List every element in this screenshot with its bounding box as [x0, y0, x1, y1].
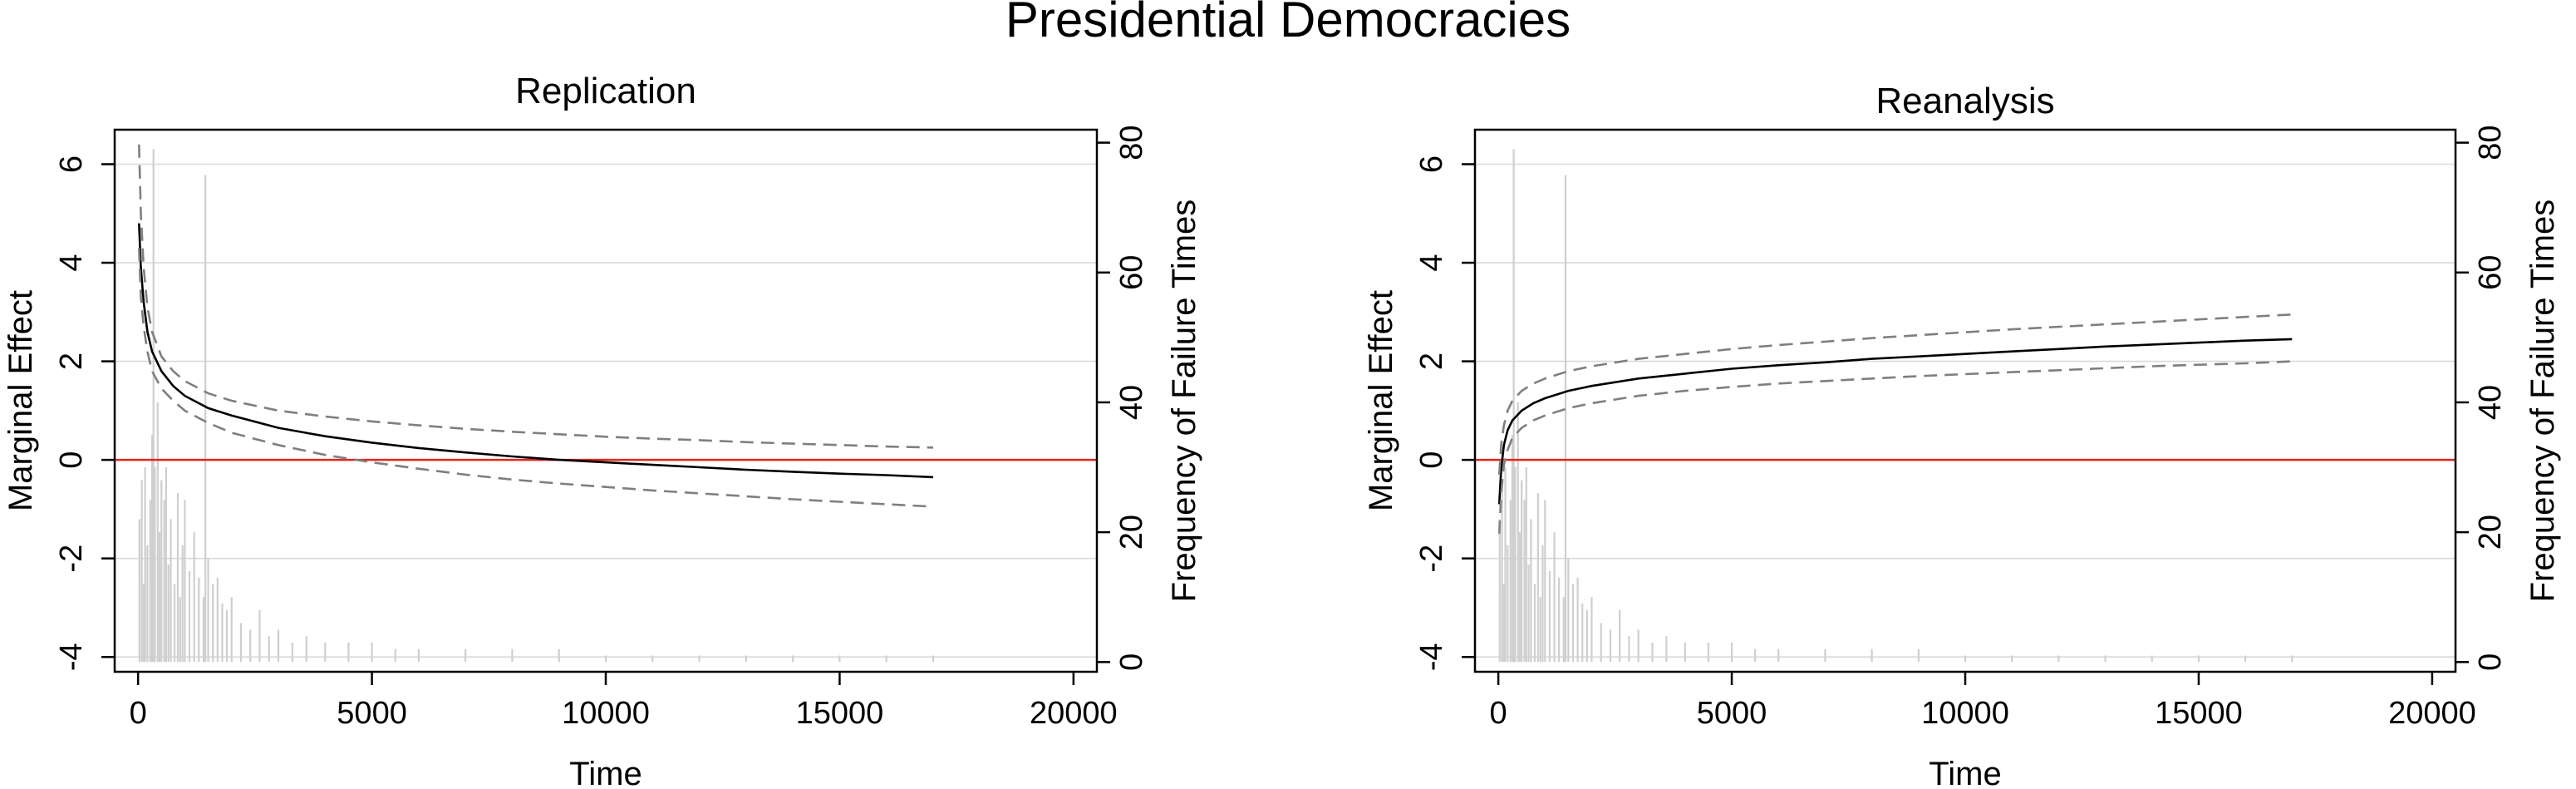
- y-tick-label: -4: [54, 643, 89, 671]
- marginal-effect-line: [138, 223, 934, 479]
- y2-tick-label: 60: [2473, 255, 2508, 290]
- marginal-effect-line: [1497, 338, 2293, 505]
- confidence-bound-lower: [138, 248, 934, 508]
- x-tick-label: 20000: [1030, 696, 1118, 731]
- y-tick-label: 0: [54, 451, 89, 469]
- x-tick-label: 0: [130, 696, 147, 731]
- x-tick-label: 0: [1490, 696, 1507, 731]
- panel-title: Reanalysis: [1875, 81, 2054, 121]
- x-axis-label: Time: [1929, 756, 2001, 789]
- y2-axis-label: Frequency of Failure Times: [1166, 200, 1202, 603]
- confidence-bound-upper: [138, 144, 934, 449]
- x-tick-label: 20000: [2388, 696, 2476, 731]
- y2-tick-label: 80: [1114, 125, 1149, 160]
- y-tick-label: 6: [54, 155, 89, 173]
- x-tick-label: 10000: [1921, 696, 2009, 731]
- y-tick-label: 4: [54, 254, 89, 271]
- confidence-bound-upper: [1497, 313, 2293, 475]
- reanalysis-panel: 0 5000 10000 15000 20000-4-20246020406080Rea…: [1363, 81, 2561, 789]
- y-tick-label: 0: [1414, 451, 1449, 469]
- y2-tick-label: 40: [1114, 385, 1149, 420]
- y2-tick-label: 0: [1114, 653, 1149, 671]
- y-tick-label: 4: [1414, 254, 1449, 271]
- figure-title: Presidential Democracies: [1005, 0, 1571, 47]
- y-tick-label: -2: [1414, 545, 1449, 573]
- x-tick-label: 5000: [337, 696, 407, 731]
- x-tick-label: 15000: [2155, 696, 2243, 731]
- y-tick-label: 2: [1414, 353, 1449, 370]
- y-tick-label: -4: [1414, 643, 1449, 671]
- y-tick-label: -2: [54, 545, 89, 573]
- plot-frame: [113, 128, 1099, 673]
- y2-tick-label: 60: [1114, 255, 1149, 290]
- y2-tick-label: 0: [2473, 653, 2508, 671]
- y2-tick-label: 20: [2473, 515, 2508, 550]
- confidence-bound-lower: [1497, 360, 2293, 535]
- plot-frame: [1473, 128, 2457, 673]
- y-tick-label: 6: [1414, 155, 1449, 173]
- y-axis-label: Marginal Effect: [2, 290, 39, 511]
- panel-title: Replication: [515, 71, 696, 111]
- y2-tick-label: 40: [2473, 385, 2508, 420]
- replication-panel: 0 5000 10000 15000 20000-4-20246020406080Rep…: [2, 71, 1202, 789]
- y-axis-label: Marginal Effect: [1363, 290, 1399, 511]
- y2-tick-label: 80: [2473, 125, 2508, 160]
- x-tick-label: 5000: [1697, 696, 1767, 731]
- y2-axis-label: Frequency of Failure Times: [2524, 200, 2561, 603]
- y2-tick-label: 20: [1114, 515, 1149, 550]
- y-tick-label: 2: [54, 353, 89, 370]
- x-tick-label: 10000: [562, 696, 650, 731]
- x-tick-label: 15000: [796, 696, 884, 731]
- x-axis-label: Time: [569, 756, 642, 789]
